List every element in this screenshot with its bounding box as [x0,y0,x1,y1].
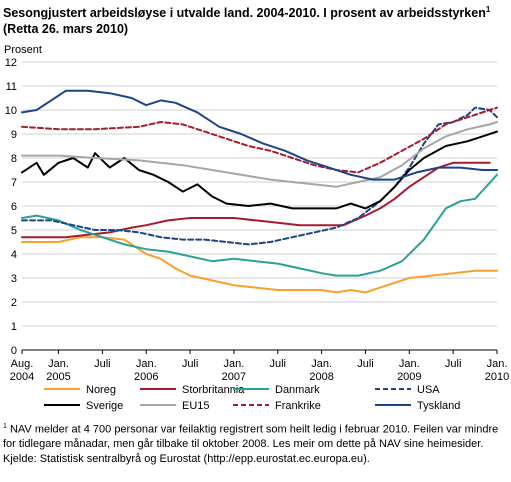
grid-lines [22,61,497,327]
x-tick-label: Juli [357,358,374,370]
legend: Noreg Storbritannia Danmark USA Sverige EU15 F… [44,384,460,412]
footnote-mark: 1 [3,423,7,430]
x-tick-label: Jan. [487,358,508,370]
legend-label-eu15: EU15 [182,400,210,412]
series-line-frankrike [21,106,498,174]
x-tick-label: Jan. [48,358,69,370]
series-line-tyskland [21,89,498,181]
y-axis-label: Prosent [4,44,42,56]
title-line-1: Sesongjustert arbeidsløyse i utvalde lan… [3,6,486,21]
series-line-sverige [21,130,498,210]
x-tick-label: Jan. [399,358,420,370]
x-tick-label: Jan. [224,358,245,370]
x-tick-label: Juli [270,358,287,370]
x-tick-year: 2008 [309,371,333,383]
y-tick-label: 5 [11,225,17,237]
y-tick-label: 11 [6,81,17,93]
x-tick-year: 2004 [10,371,34,383]
chart-title: Sesongjustert arbeidsløyse i utvalde lan… [3,2,509,37]
x-tick-year: 2007 [222,371,246,383]
x-tick-label: Juli [94,358,111,370]
y-tick-label: 12 [5,57,17,69]
x-tick-year: 2006 [134,371,158,383]
legend-label-sverige: Sverige [86,400,123,412]
x-tick-label: Juli [445,358,462,370]
legend-label-noreg: Noreg [86,384,116,396]
title-footnote-mark: 1 [485,5,491,14]
y-tick-label: 8 [11,153,17,165]
legend-label-frankrike: Frankrike [275,400,321,412]
x-tick-year: 2005 [46,371,70,383]
x-tick-label: Juli [182,358,199,370]
legend-label-tyskland: Tyskland [417,400,460,412]
series-line-danmark [21,173,498,277]
legend-label-storbritannia: Storbritannia [182,384,245,396]
x-tick-year: 2009 [397,371,421,383]
y-tick-label: 9 [11,129,17,141]
chart-footer: 1 NAV melder at 4 700 personar var feila… [3,420,508,466]
x-tick-label: Jan. [311,358,332,370]
series-line-noreg [21,236,498,294]
x-tick-year: 2010 [485,371,509,383]
x-tick-label: Jan. [136,358,157,370]
series-line-eu15 [21,121,498,188]
title-line-2: (Retta 26. mars 2010) [3,22,129,37]
legend-label-usa: USA [417,384,440,396]
source-note: Kjelde: Statistisk sentralbyrå og Eurost… [3,452,370,465]
y-tick-label: 0 [11,345,17,357]
footnote: 1 NAV melder at 4 700 personar var feila… [3,420,508,452]
series-lines [21,89,498,294]
y-tick-label: 10 [5,105,17,117]
x-tick-label: Aug. [11,358,34,370]
series-line-usa [21,106,498,246]
y-tick-label: 7 [11,177,17,189]
y-tick-label: 4 [11,249,17,261]
footnote-text: NAV melder at 4 700 personar var feilakt… [3,423,499,451]
y-tick-label: 1 [11,321,17,333]
legend-label-danmark: Danmark [275,384,320,396]
y-tick-label: 6 [11,201,17,213]
y-tick-label: 3 [11,273,17,285]
y-tick-label: 2 [11,297,17,309]
series-line-storbritannia [21,161,491,239]
